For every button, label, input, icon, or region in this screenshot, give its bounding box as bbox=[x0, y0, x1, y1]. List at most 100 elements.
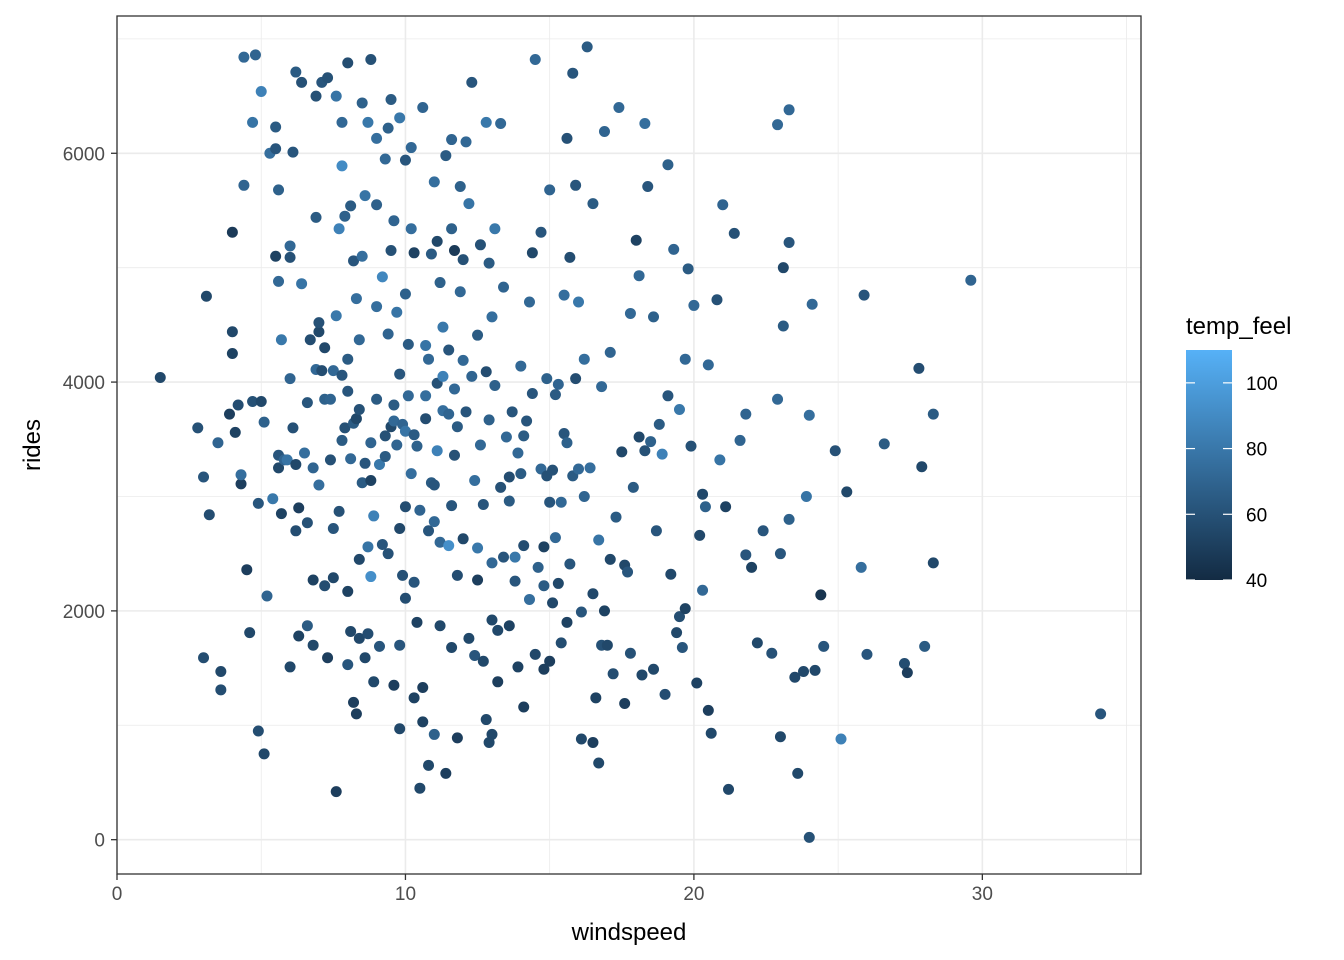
data-point bbox=[555, 637, 567, 649]
data-point bbox=[483, 736, 495, 748]
data-point bbox=[679, 353, 691, 365]
data-point bbox=[342, 385, 354, 397]
data-point bbox=[443, 344, 455, 356]
data-point bbox=[258, 748, 270, 760]
data-point bbox=[290, 525, 302, 537]
data-point bbox=[431, 445, 443, 457]
data-point bbox=[287, 146, 299, 158]
data-point bbox=[673, 404, 685, 416]
data-point bbox=[671, 627, 683, 639]
data-point bbox=[624, 307, 636, 319]
data-point bbox=[301, 517, 313, 529]
data-point bbox=[356, 250, 368, 262]
data-point bbox=[639, 445, 651, 457]
data-point bbox=[350, 413, 362, 425]
data-point bbox=[448, 245, 460, 257]
data-point bbox=[371, 301, 383, 313]
data-point bbox=[495, 118, 507, 130]
data-point bbox=[457, 533, 469, 545]
data-point bbox=[420, 339, 432, 351]
data-point bbox=[486, 557, 498, 569]
data-point bbox=[570, 179, 582, 191]
data-point bbox=[460, 406, 472, 418]
data-point bbox=[544, 184, 556, 196]
data-point bbox=[878, 438, 890, 450]
data-point bbox=[226, 326, 238, 338]
data-point bbox=[751, 637, 763, 649]
data-point bbox=[728, 227, 740, 239]
data-point bbox=[373, 458, 385, 470]
legend-tick-label: 80 bbox=[1246, 440, 1267, 461]
data-point bbox=[518, 701, 530, 713]
data-point bbox=[313, 479, 325, 491]
data-point bbox=[711, 294, 723, 306]
data-point bbox=[420, 390, 432, 402]
data-point bbox=[446, 500, 458, 512]
data-point bbox=[604, 346, 616, 358]
data-point bbox=[558, 289, 570, 301]
data-point bbox=[371, 199, 383, 211]
data-point bbox=[526, 388, 538, 400]
data-point bbox=[552, 577, 564, 589]
data-point bbox=[252, 497, 264, 509]
data-point bbox=[573, 296, 585, 308]
data-point bbox=[270, 143, 282, 155]
data-point bbox=[154, 372, 166, 384]
data-point bbox=[665, 568, 677, 580]
data-point bbox=[578, 490, 590, 502]
data-point bbox=[327, 572, 339, 584]
y-tick-label: 0 bbox=[94, 831, 105, 852]
data-point bbox=[815, 589, 827, 601]
data-point bbox=[385, 245, 397, 257]
data-point bbox=[564, 251, 576, 263]
data-point bbox=[336, 160, 348, 172]
data-point bbox=[581, 41, 593, 53]
data-point bbox=[241, 564, 253, 576]
data-point bbox=[783, 104, 795, 116]
data-point bbox=[774, 731, 786, 743]
data-point bbox=[506, 406, 518, 418]
data-point bbox=[402, 390, 414, 402]
data-point bbox=[423, 525, 435, 537]
data-point bbox=[901, 667, 913, 679]
data-point bbox=[198, 471, 210, 483]
legend-tick-label: 100 bbox=[1246, 374, 1278, 395]
data-point bbox=[405, 142, 417, 154]
data-point bbox=[313, 326, 325, 338]
data-point bbox=[440, 150, 452, 162]
data-point bbox=[858, 289, 870, 301]
data-point bbox=[275, 334, 287, 346]
x-axis-ticks: 0 10 20 30 bbox=[112, 874, 993, 905]
data-point bbox=[270, 121, 282, 133]
data-point bbox=[604, 553, 616, 565]
data-point bbox=[558, 428, 570, 440]
data-point bbox=[898, 658, 910, 670]
data-point bbox=[927, 408, 939, 420]
data-point bbox=[345, 200, 357, 212]
data-point bbox=[1095, 708, 1107, 720]
data-point bbox=[509, 551, 521, 563]
data-point bbox=[515, 360, 527, 372]
data-point bbox=[353, 632, 365, 644]
data-point bbox=[523, 296, 535, 308]
data-point bbox=[720, 501, 732, 513]
data-point bbox=[391, 439, 403, 451]
data-point bbox=[411, 616, 423, 628]
data-point bbox=[466, 76, 478, 88]
data-point bbox=[443, 540, 455, 552]
data-point bbox=[342, 57, 354, 69]
data-point bbox=[322, 72, 334, 84]
data-point bbox=[394, 723, 406, 735]
data-point bbox=[446, 641, 458, 653]
data-point bbox=[348, 696, 360, 708]
data-point bbox=[423, 759, 435, 771]
data-point bbox=[365, 474, 377, 486]
data-point bbox=[472, 329, 484, 341]
data-point bbox=[273, 184, 285, 196]
data-point bbox=[296, 76, 308, 88]
data-point bbox=[388, 215, 400, 227]
data-point bbox=[570, 373, 582, 385]
data-point bbox=[648, 663, 660, 675]
data-point bbox=[835, 733, 847, 745]
data-point bbox=[492, 676, 504, 688]
